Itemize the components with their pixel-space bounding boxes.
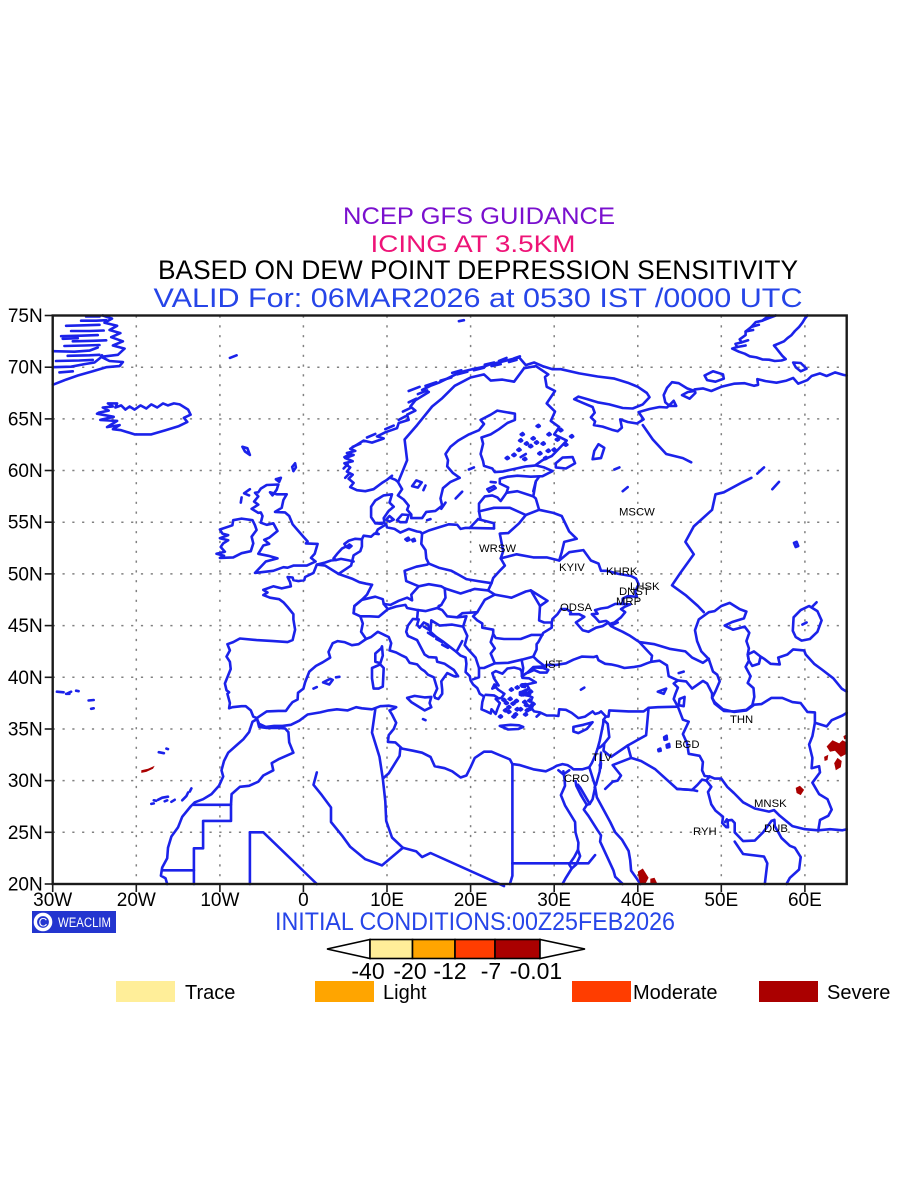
svg-text:10W: 10W [200,890,239,911]
svg-text:Light: Light [383,982,427,1004]
svg-text:CRO: CRO [564,773,589,785]
svg-text:RYH: RYH [693,826,717,838]
svg-text:30W: 30W [33,890,72,911]
svg-text:INITIAL CONDITIONS:00Z25FEB202: INITIAL CONDITIONS:00Z25FEB2026 [275,908,675,936]
svg-text:10E: 10E [370,890,404,911]
svg-text:MSCW: MSCW [619,507,655,519]
svg-text:50N: 50N [8,564,43,585]
svg-text:75N: 75N [8,306,43,327]
svg-text:-0.01: -0.01 [510,958,562,984]
svg-text:DUB: DUB [764,823,788,835]
svg-text:30E: 30E [537,890,571,911]
svg-text:ODSA: ODSA [560,602,592,614]
svg-text:40N: 40N [8,668,43,689]
svg-text:DNST: DNST [619,586,650,598]
svg-text:0: 0 [298,890,309,911]
svg-text:25N: 25N [8,823,43,844]
svg-text:IST: IST [545,659,563,671]
svg-text:55N: 55N [8,513,43,534]
svg-text:BASED ON DEW POINT DEPRESSION: BASED ON DEW POINT DEPRESSION SENSITIVIT… [158,255,798,285]
svg-text:VALID For: 06MAR2026 at 0530 I: VALID For: 06MAR2026 at 0530 IST /0000 U… [154,283,803,313]
svg-text:35N: 35N [8,720,43,741]
svg-text:-40: -40 [351,958,384,984]
svg-text:Moderate: Moderate [633,982,718,1004]
svg-text:30N: 30N [8,771,43,792]
svg-text:C: C [39,916,48,930]
svg-text:45N: 45N [8,616,43,637]
svg-text:NCEP GFS GUIDANCE: NCEP GFS GUIDANCE [343,203,615,230]
svg-text:WEACLIM: WEACLIM [58,915,111,930]
svg-text:20N: 20N [8,875,43,896]
svg-text:WRSW: WRSW [479,543,516,555]
svg-text:70N: 70N [8,358,43,379]
svg-text:ICING AT 3.5KM: ICING AT 3.5KM [371,231,576,258]
svg-text:KYIV: KYIV [559,562,585,574]
svg-text:20W: 20W [117,890,156,911]
svg-text:BGD: BGD [675,739,699,751]
svg-text:KHRK: KHRK [606,566,638,578]
svg-text:Trace: Trace [185,982,235,1004]
svg-text:MRP: MRP [616,596,641,608]
svg-text:-7: -7 [481,958,501,984]
svg-text:TLV: TLV [592,752,612,764]
svg-text:60N: 60N [8,461,43,482]
svg-text:-20: -20 [393,958,426,984]
svg-text:-12: -12 [433,958,466,984]
svg-text:60E: 60E [788,890,822,911]
svg-text:Severe: Severe [827,982,890,1004]
svg-text:LHSK: LHSK [630,581,660,593]
svg-text:THN: THN [730,714,753,726]
svg-text:MNSK: MNSK [754,798,787,810]
svg-text:50E: 50E [704,890,738,911]
svg-text:65N: 65N [8,409,43,430]
svg-text:40E: 40E [621,890,655,911]
svg-text:20E: 20E [454,890,488,911]
